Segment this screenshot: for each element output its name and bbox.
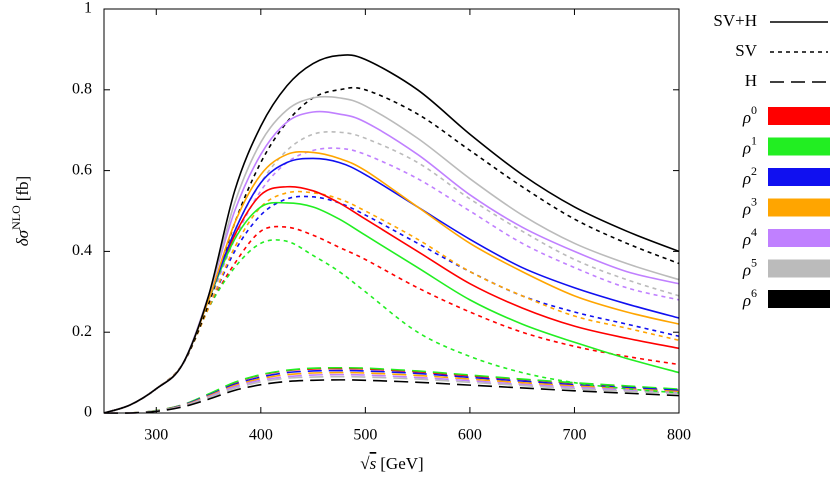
legend-power: 3 xyxy=(751,194,757,208)
line-series xyxy=(103,379,680,414)
y-tick-label: 0.6 xyxy=(72,161,92,178)
legend-power: 0 xyxy=(751,103,757,117)
legend-label: ρ3 xyxy=(742,194,757,218)
plot-frame xyxy=(103,8,680,414)
x-label-var: s xyxy=(370,454,377,473)
y-label-sup: NLO xyxy=(9,205,23,230)
line-series xyxy=(103,371,680,414)
x-tick-label: 400 xyxy=(249,427,273,444)
legend-symbol: ρ xyxy=(742,138,751,157)
plot-area xyxy=(103,54,680,414)
legend-label: ρ4 xyxy=(742,225,757,249)
y-label-unit: [fb] xyxy=(13,176,32,201)
legend-label: H xyxy=(745,71,757,90)
x-tick-label: 300 xyxy=(144,427,168,444)
y-tick-label: 0.2 xyxy=(72,323,92,340)
legend-symbol: ρ xyxy=(742,169,751,188)
x-tick-label: 700 xyxy=(562,427,586,444)
legend-swatch xyxy=(768,198,830,217)
line-series xyxy=(103,201,680,414)
line-series xyxy=(103,195,680,414)
legend-swatch xyxy=(768,259,830,278)
line-series xyxy=(103,185,680,414)
y-tick-label: 0.8 xyxy=(72,80,92,97)
y-tick-label: 0 xyxy=(84,404,92,421)
line-series xyxy=(103,373,680,414)
y-tick-label: 1 xyxy=(84,0,92,17)
legend-power: 2 xyxy=(751,164,757,178)
legend-swatch xyxy=(768,137,830,156)
legend-swatch xyxy=(768,168,830,186)
line-series xyxy=(103,54,680,414)
legend-swatch xyxy=(768,107,830,125)
x-tick-label: 600 xyxy=(458,427,482,444)
legend-label: ρ6 xyxy=(742,286,757,310)
x-axis-label: √s [GeV] xyxy=(360,454,423,473)
legend-power: 1 xyxy=(751,133,757,147)
legend-label: SV xyxy=(735,41,757,60)
line-series xyxy=(103,157,680,414)
y-tick-label: 0.4 xyxy=(72,242,92,259)
legend-symbol: ρ xyxy=(742,260,751,279)
legend-label: ρ2 xyxy=(742,164,757,188)
line-series xyxy=(103,95,680,414)
legend-power: 6 xyxy=(751,286,757,300)
x-tick-label: 500 xyxy=(353,427,377,444)
legend-label: ρ5 xyxy=(742,255,757,279)
legend-symbol: ρ xyxy=(742,108,751,127)
legend-label: SV+H xyxy=(713,11,757,30)
legend-symbol: ρ xyxy=(742,199,751,218)
y-axis-label: δσNLO [fb] xyxy=(9,176,32,246)
legend-power: 4 xyxy=(751,225,757,239)
legend-label: ρ0 xyxy=(742,103,757,127)
legend-power: 5 xyxy=(751,255,757,269)
legend-symbol: ρ xyxy=(742,230,751,249)
legend-symbol: ρ xyxy=(742,291,751,310)
x-label-radical: √ xyxy=(360,454,370,473)
legend-swatch xyxy=(768,229,830,247)
line-series xyxy=(103,375,680,414)
x-label-unit: [GeV] xyxy=(380,454,423,473)
line-series xyxy=(103,110,680,414)
y-label-var: δσ xyxy=(13,229,32,246)
legend-swatch xyxy=(768,290,830,308)
x-tick-label: 800 xyxy=(667,427,691,444)
legend-label: ρ1 xyxy=(742,133,757,157)
